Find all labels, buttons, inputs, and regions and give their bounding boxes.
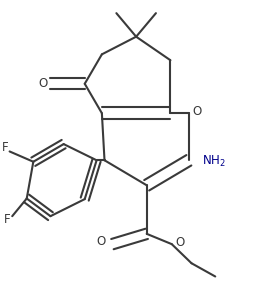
Text: F: F bbox=[4, 213, 11, 226]
Text: O: O bbox=[38, 77, 47, 90]
Text: NH$_2$: NH$_2$ bbox=[202, 154, 226, 169]
Text: O: O bbox=[175, 236, 184, 249]
Text: O: O bbox=[96, 235, 105, 248]
Text: O: O bbox=[192, 105, 201, 118]
Text: F: F bbox=[2, 141, 8, 154]
